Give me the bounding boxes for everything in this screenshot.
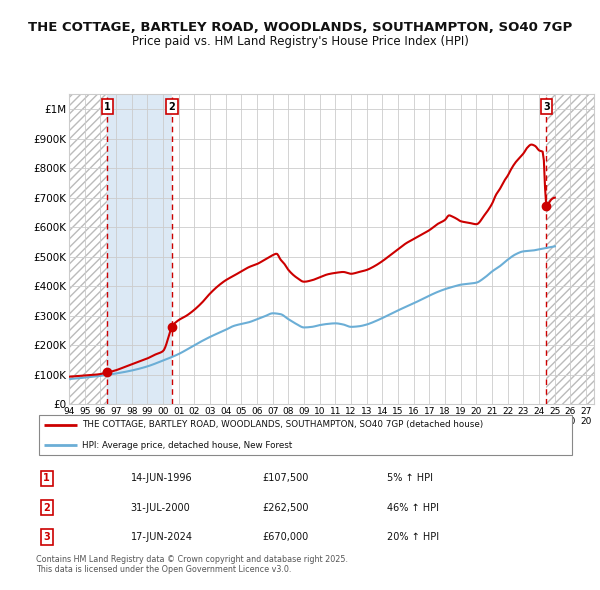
Text: 31-JUL-2000: 31-JUL-2000 <box>131 503 190 513</box>
Bar <box>69 94 107 404</box>
Text: Contains HM Land Registry data © Crown copyright and database right 2025.
This d: Contains HM Land Registry data © Crown c… <box>36 555 348 574</box>
Bar <box>547 94 594 404</box>
Bar <box>69 94 107 404</box>
Text: THE COTTAGE, BARTLEY ROAD, WOODLANDS, SOUTHAMPTON, SO40 7GP: THE COTTAGE, BARTLEY ROAD, WOODLANDS, SO… <box>28 21 572 34</box>
Text: Price paid vs. HM Land Registry's House Price Index (HPI): Price paid vs. HM Land Registry's House … <box>131 35 469 48</box>
Text: 14-JUN-1996: 14-JUN-1996 <box>131 474 192 483</box>
Text: £107,500: £107,500 <box>263 474 309 483</box>
Text: 17-JUN-2024: 17-JUN-2024 <box>131 532 193 542</box>
Text: 3: 3 <box>543 102 550 112</box>
Text: 1: 1 <box>104 102 111 112</box>
Text: £670,000: £670,000 <box>263 532 309 542</box>
Text: THE COTTAGE, BARTLEY ROAD, WOODLANDS, SOUTHAMPTON, SO40 7GP (detached house): THE COTTAGE, BARTLEY ROAD, WOODLANDS, SO… <box>82 421 483 430</box>
Bar <box>547 94 594 404</box>
Text: 20% ↑ HPI: 20% ↑ HPI <box>387 532 439 542</box>
Text: 2: 2 <box>169 102 175 112</box>
Text: 46% ↑ HPI: 46% ↑ HPI <box>387 503 439 513</box>
Bar <box>107 94 172 404</box>
Text: 2: 2 <box>43 503 50 513</box>
Text: HPI: Average price, detached house, New Forest: HPI: Average price, detached house, New … <box>82 441 292 450</box>
Text: 5% ↑ HPI: 5% ↑ HPI <box>387 474 433 483</box>
Bar <box>172 94 547 404</box>
Text: 1: 1 <box>43 474 50 483</box>
FancyBboxPatch shape <box>39 415 572 455</box>
Text: £262,500: £262,500 <box>263 503 310 513</box>
Text: 3: 3 <box>43 532 50 542</box>
